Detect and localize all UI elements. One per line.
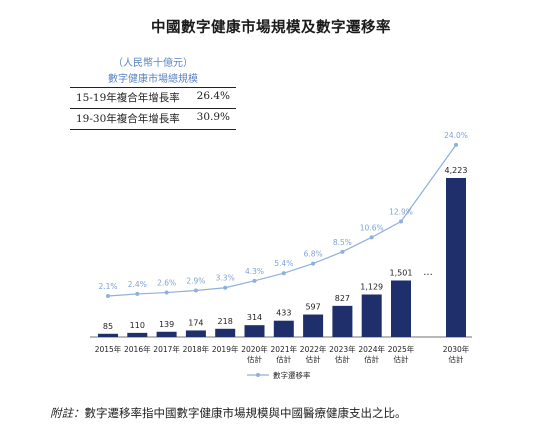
line-point [193, 288, 198, 293]
cagr-row-value: 26.4% [196, 90, 230, 102]
line-value-label: 2.1% [98, 282, 117, 291]
x-tick-label: 2023年 [329, 344, 356, 354]
footnote: 附註：數字遷移率指中國數字健康市場規模與中國醫療健康支出之比。 [50, 405, 407, 421]
line-value-label: 5.4% [274, 259, 293, 268]
chart-canvas: 85 2015年 110 2016年 139 2017年 174 2018年 218 2019年 3… [90, 131, 472, 380]
bar-value-label: 174 [188, 318, 203, 327]
bar [98, 333, 118, 337]
axis-break-marker: ... [423, 267, 433, 278]
bar [332, 305, 353, 337]
line-point [311, 261, 316, 266]
footnote-text: 數字遷移率指中國數字健康市場規模與中國醫療健康支出之比。 [84, 406, 407, 420]
bar [156, 331, 177, 337]
x-tick-label: 2021年 [271, 344, 298, 354]
bar-value-label: 4,223 [445, 166, 468, 175]
bar [303, 314, 324, 337]
bar [391, 280, 411, 337]
line-value-label: 10.6% [360, 223, 384, 232]
line-value-label: 2.9% [186, 276, 205, 285]
cagr-header: 數字健康市場總規模 [70, 70, 236, 88]
bar [185, 330, 206, 337]
bar-value-label: 139 [159, 320, 174, 329]
line-point [369, 235, 374, 240]
bar-value-label: 827 [335, 294, 350, 303]
bar-value-label: 314 [247, 313, 262, 322]
line-point [252, 278, 257, 283]
line-point [399, 219, 403, 224]
x-tick-label: 估計 [449, 354, 464, 364]
line-point [164, 290, 169, 295]
x-tick-label: 2030年 [443, 344, 470, 354]
x-tick-label: 估計 [394, 354, 409, 364]
bar-value-label: 85 [103, 322, 113, 331]
x-tick-label: 估計 [335, 354, 350, 364]
x-tick-label: 2015年 [95, 344, 122, 354]
line-value-label: 12.9% [389, 207, 413, 216]
line-point [454, 142, 458, 147]
x-tick-label: 估計 [276, 354, 291, 364]
line-point [135, 291, 140, 296]
line-point [223, 285, 228, 290]
line-point [340, 249, 345, 254]
bar [446, 178, 466, 337]
line-value-label: 2.6% [157, 279, 176, 288]
bar-value-label: 110 [130, 321, 145, 330]
line-value-label: 3.3% [216, 274, 235, 283]
line-value-label: 8.5% [333, 238, 352, 247]
bar-value-label: 1,501 [390, 268, 413, 277]
x-tick-label: 估計 [306, 354, 321, 364]
migration-rate-line [107, 144, 457, 297]
bar [361, 294, 382, 337]
cagr-row: 19-30年複合年增長率 30.9% [70, 109, 236, 130]
cagr-unit: （人民幣十億元） [113, 58, 193, 69]
x-tick-label: 估計 [247, 354, 262, 364]
bar [244, 325, 265, 337]
cagr-table: （人民幣十億元） 數字健康市場總規模 15-19年複合年增長率 26.4% 19… [70, 54, 236, 130]
line-value-label: 2.4% [128, 280, 147, 289]
x-tick-label: 2017年 [153, 344, 180, 354]
bar-value-label: 218 [218, 317, 233, 326]
legend-marker [256, 373, 260, 377]
cagr-row-label: 19-30年複合年增長率 [76, 113, 180, 125]
cagr-row: 15-19年複合年增長率 26.4% [70, 88, 236, 109]
x-tick-label: 2019年 [212, 344, 239, 354]
x-tick-label: 2018年 [183, 344, 210, 354]
footnote-label: 附註： [50, 406, 85, 420]
line-value-label: 6.8% [304, 250, 323, 259]
x-tick-label: 2024年 [358, 344, 385, 354]
x-tick-label: 2020年 [241, 344, 268, 354]
bar [127, 332, 148, 337]
cagr-row-value: 30.9% [196, 111, 230, 123]
x-tick-label: 2022年 [300, 344, 327, 354]
chart-title: 中國數字健康市場規模及數字遷移率 [151, 20, 391, 36]
bar [273, 320, 294, 337]
line-point [106, 294, 110, 298]
x-tick-label: 2016年 [124, 344, 151, 354]
cagr-row-label: 15-19年複合年增長率 [76, 92, 180, 104]
bar [215, 328, 236, 337]
x-tick-label: 估計 [364, 354, 379, 364]
bar-value-label: 1,129 [360, 282, 383, 291]
line-value-label: 4.3% [245, 267, 264, 276]
bar-value-label: 597 [305, 303, 320, 312]
bar-value-label: 433 [276, 309, 291, 318]
line-value-label: 24.0% [444, 131, 468, 140]
legend-label: 數字遷移率 [273, 370, 311, 380]
line-point [281, 271, 286, 276]
x-tick-label: 2025年 [388, 344, 415, 354]
